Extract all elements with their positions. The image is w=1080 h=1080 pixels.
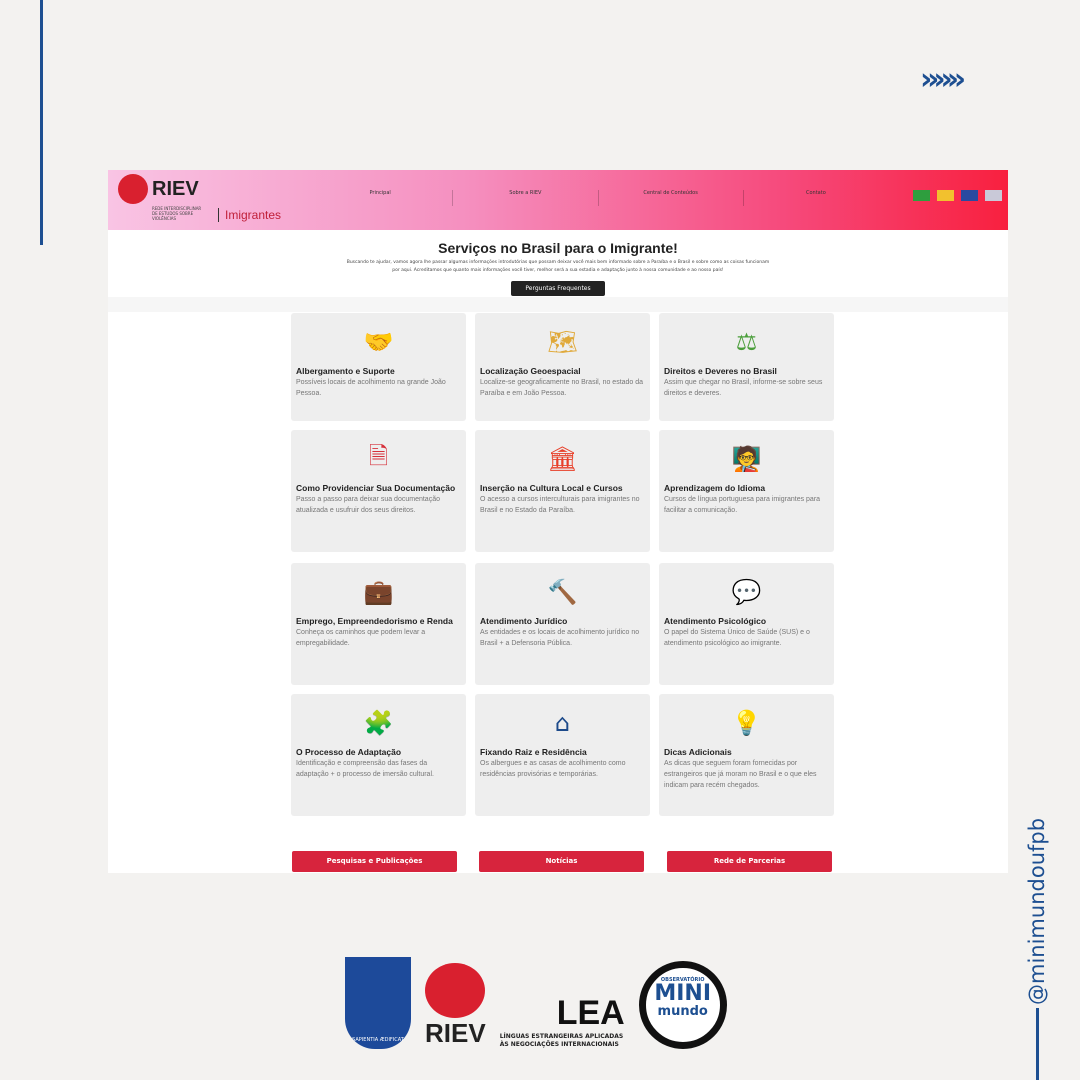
page-title: Serviços no Brasil para o Imigrante! [438,240,678,256]
service-card[interactable]: 🧑‍🏫 Aprendizagem do Idioma Cursos de língu… [659,430,834,552]
house-icon: ⌂ [554,709,571,737]
card-description: Conheça os caminhos que podem levar a em… [296,629,426,647]
card-description: As entidades e os locais de acolhimento … [480,629,640,647]
service-card[interactable]: 🗎 Como Providenciar Sua Documentação Passo… [291,430,466,552]
intro-text: Buscando te ajudar, vamos agora lhe pass… [346,260,770,273]
riev-logo[interactable]: RIEV [118,173,199,205]
card-description: As dicas que seguem foram fornecidas por… [664,760,817,789]
mini-top: OBSERVATÓRIO [660,977,705,983]
service-card[interactable]: 💬 Atendimento Psicológico O papel do Siste… [659,563,834,685]
chat-bubbles-icon: 💬 [731,578,762,606]
briefcase-icon: 💼 [363,578,394,606]
logo-subtitle: REDE INTERDISCIPLINAR DE ESTUDOS SOBRE V… [152,206,202,221]
card-title: Emprego, Empreendedorismo e Renda [296,616,453,626]
site-header: RIEV REDE INTERDISCIPLINAR DE ESTUDOS SO… [108,170,1008,230]
card-description: Passo a passo para deixar sua documentaç… [296,496,440,514]
section-title: Imigrantes [218,208,281,222]
riev-label: RIEV [425,1018,486,1048]
riev-partner-logo: RIEV [425,963,486,1049]
service-card[interactable]: ⌂ Fixando Raiz e Residência Os albergues e… [475,694,650,816]
card-title: Dicas Adicionais [664,747,732,757]
minimundo-logo: OBSERVATÓRIO MINI mundo [638,961,727,1049]
service-card[interactable]: 💡 Dicas Adicionais As dicas que seguem for… [659,694,834,816]
card-description: Assim que chegar no Brasil, informe-se s… [664,379,823,397]
service-card[interactable]: 🔨 Atendimento Jurídico As entidades e os l… [475,563,650,685]
intro-section: Serviços no Brasil para o Imigrante! Bus… [108,230,1008,297]
news-button[interactable]: Notícias [479,851,644,872]
card-title: Como Providenciar Sua Documentação [296,483,456,493]
puzzle-icon: 🧩 [363,709,394,737]
card-description: Os albergues e as casas de acolhimento c… [480,760,626,778]
nav-central[interactable]: Central de Conteúdos [599,190,744,206]
card-title: Localização Geoespacial [480,366,581,376]
museum-icon: 🏛 [547,445,578,473]
card-description: Possíveis locais de acolhimento na grand… [296,379,446,397]
scales-icon: ⚖ [735,328,758,356]
card-title: Atendimento Psicológico [664,616,767,626]
ufpb-logo: SAPIENTIA ÆDIFICAT [345,957,411,1049]
main-nav: Principal Sobre a RIEV Central de Conteú… [308,190,888,206]
chevrons-icon: »»» [920,62,966,97]
nav-principal[interactable]: Principal [308,190,454,206]
website-screenshot: RIEV REDE INTERDISCIPLINAR DE ESTUDOS SO… [108,170,1008,873]
spain-flag[interactable] [937,190,954,201]
card-description: O papel do Sistema Único de Saúde (SUS) … [664,629,810,647]
nav-sobre[interactable]: Sobre a RIEV [453,190,599,206]
faq-button[interactable]: Perguntas Frequentes [511,281,605,296]
service-card[interactable]: 🤝 Albergamento e Suporte Possíveis locais … [291,313,466,421]
partners-button[interactable]: Rede de Parcerias [667,851,832,872]
handshake-icon: 🤝 [363,328,394,356]
card-description: Localize-se geograficamente no Brasil, n… [480,379,644,397]
partner-logos: SAPIENTIA ÆDIFICAT RIEV LEA LÍNGUAS ESTR… [345,957,727,1049]
service-card[interactable]: ⚖ Direitos e Deveres no Brasil Assim que c… [659,313,834,421]
mundo-label: mundo [657,1004,708,1019]
card-description: O acesso a cursos interculturais para im… [480,496,640,514]
riev-hand-icon [118,174,148,204]
document-icon: 🗎 [368,441,389,470]
card-title: Fixando Raiz e Residência [480,747,587,757]
map-pin-icon: 🗺 [547,328,578,356]
card-title: Direitos e Deveres no Brasil [664,366,777,376]
france-flag[interactable] [961,190,978,201]
gavel-icon: 🔨 [547,578,578,606]
card-title: Inserção na Cultura Local e Cursos [480,483,623,493]
publications-button[interactable]: Pesquisas e Publicações [292,851,457,872]
decorative-line [40,0,43,245]
card-title: Albergamento e Suporte [296,366,395,376]
lightbulb-icon: 💡 [731,709,762,737]
services-grid: Pesquisas e Publicações Notícias Rede de… [108,312,1008,873]
card-title: Aprendizagem do Idioma [664,483,766,493]
teacher-board-icon: 🧑‍🏫 [731,445,762,473]
card-description: Identificação e compreensão das fases da… [296,760,434,778]
service-card[interactable]: 🗺 Localização Geoespacial Localize-se geog… [475,313,650,421]
card-description: Cursos de língua portuguesa para imigran… [664,496,821,514]
card-title: O Processo de Adaptação [296,747,402,757]
logo-text: RIEV [152,178,199,200]
mini-label: MINI [654,981,712,1006]
service-card[interactable]: 🧩 O Processo de Adaptação Identificação e … [291,694,466,816]
card-title: Atendimento Jurídico [480,616,568,626]
usa-flag[interactable] [985,190,1002,201]
lea-logo: LEA LÍNGUAS ESTRANGEIRAS APLICADAS ÀS NE… [500,994,625,1049]
brazil-flag[interactable] [913,190,930,201]
lea-subtitle: LÍNGUAS ESTRANGEIRAS APLICADAS ÀS NEGOCI… [499,1033,624,1048]
nav-contato[interactable]: Contato [805,190,826,196]
ufpb-motto: SAPIENTIA ÆDIFICAT [352,1037,404,1043]
lea-label: LEA [556,994,625,1032]
decorative-line-right [1036,1008,1039,1080]
instagram-handle: @minimundoufpb [1025,817,1049,1005]
service-card[interactable]: 🏛 Inserção na Cultura Local e Cursos O ace… [475,430,650,552]
service-card[interactable]: 💼 Emprego, Empreendedorismo e Renda Conheç… [291,563,466,685]
language-flags [913,190,1002,201]
